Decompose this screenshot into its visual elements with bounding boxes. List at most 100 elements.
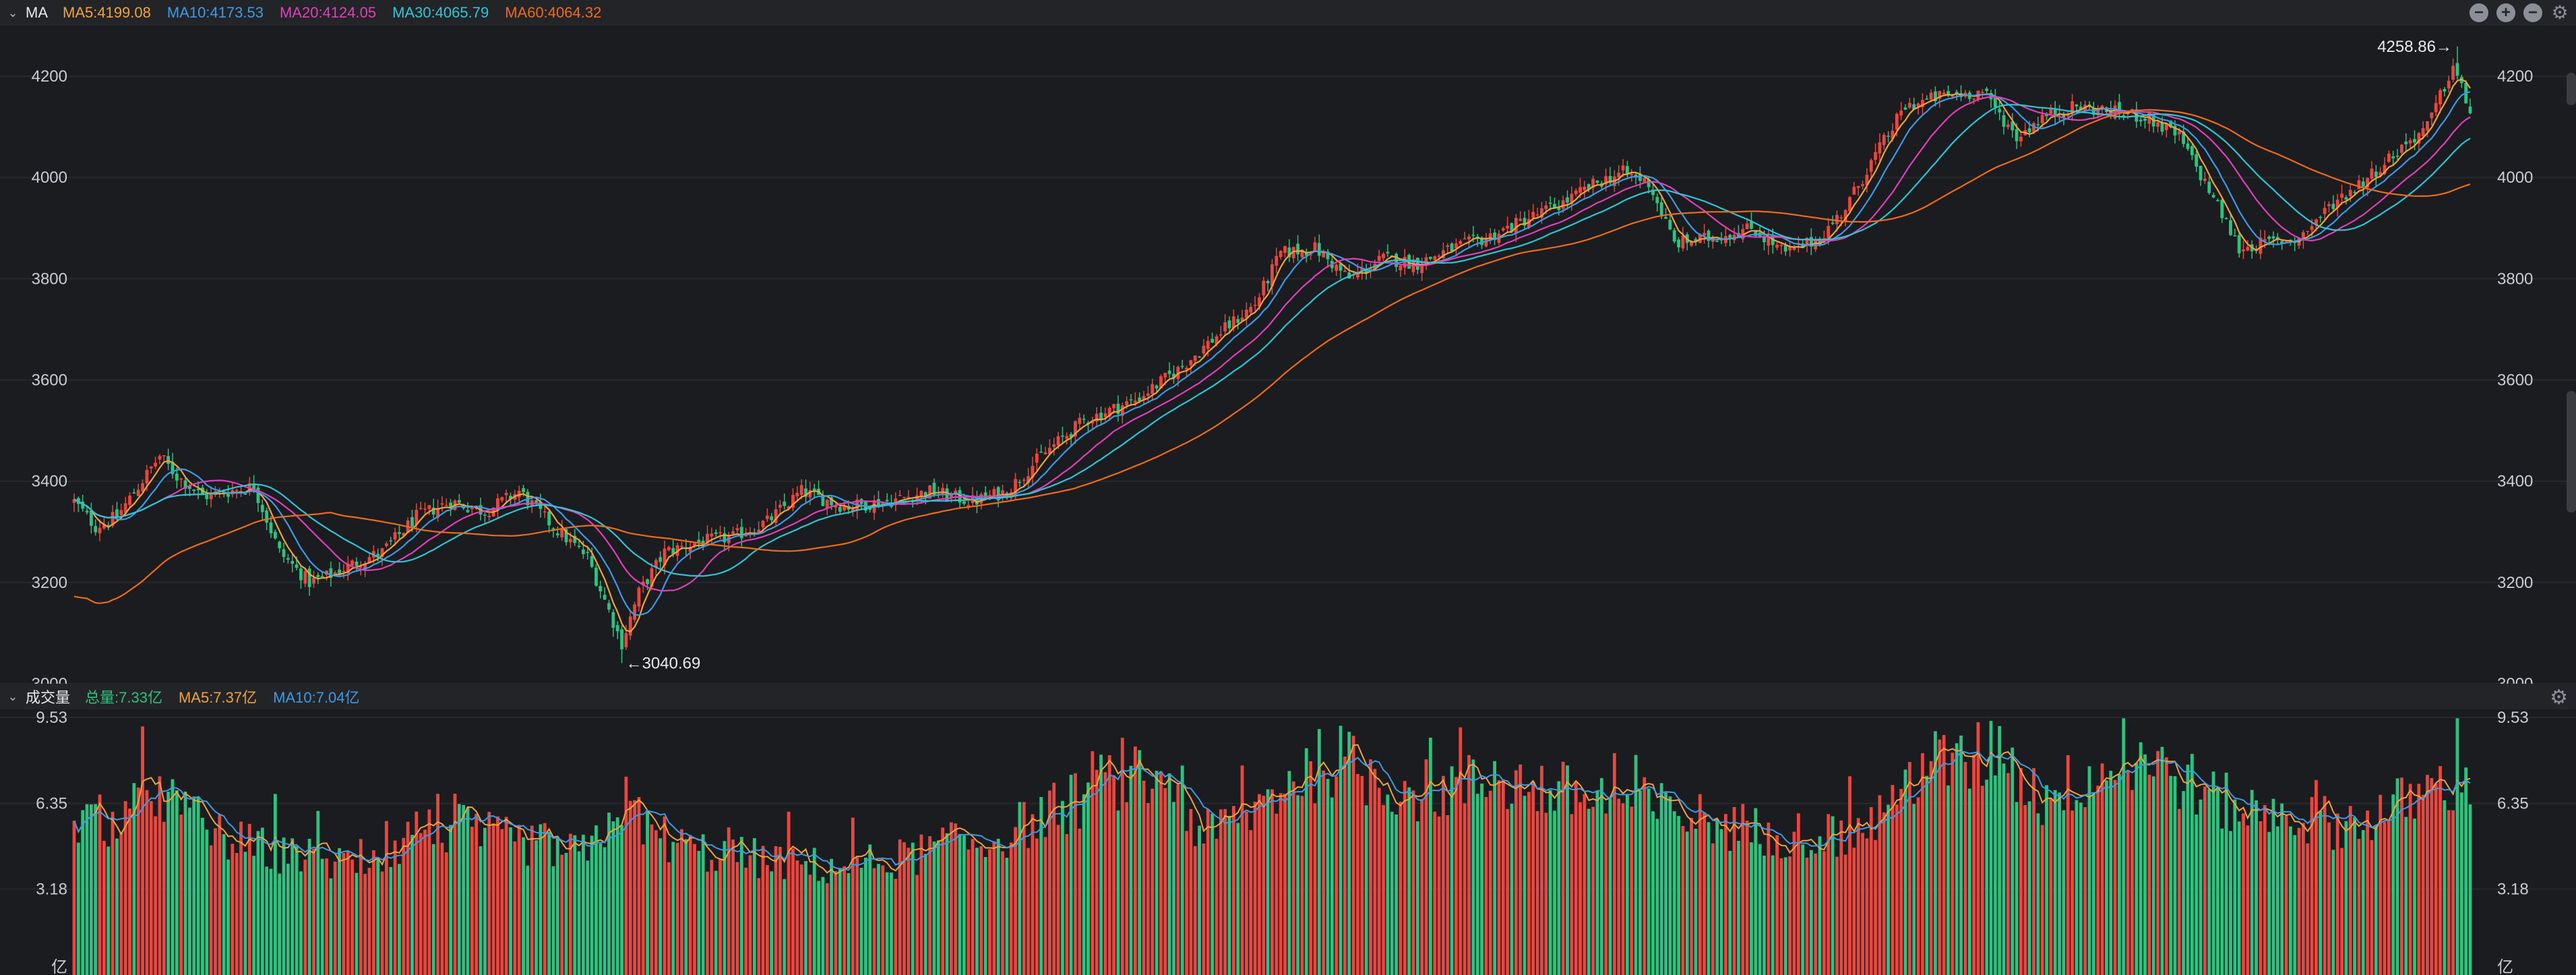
plus-circle-icon[interactable]: + bbox=[2496, 3, 2515, 22]
candle bbox=[393, 527, 397, 546]
collapse-chevron-icon[interactable]: ⌄ bbox=[7, 5, 18, 20]
volume-bar bbox=[1767, 822, 1771, 975]
candle bbox=[530, 496, 534, 513]
candle-body bbox=[342, 570, 346, 572]
candle-body bbox=[731, 531, 735, 535]
volume-ma5-line bbox=[73, 744, 2471, 875]
collapse-chevron-icon[interactable]: ⌄ bbox=[7, 689, 18, 703]
volume-bar bbox=[2391, 794, 2395, 975]
candle-body bbox=[628, 616, 632, 636]
volume-bar bbox=[1091, 751, 1095, 975]
candle-body bbox=[2186, 143, 2190, 149]
scrollbar-thumb[interactable] bbox=[2567, 73, 2576, 105]
volume-bar bbox=[1069, 775, 1073, 975]
candle-body bbox=[1236, 319, 1240, 323]
candle-body bbox=[885, 500, 889, 502]
candle-body bbox=[564, 529, 568, 542]
candle bbox=[1856, 185, 1860, 196]
volume-bar bbox=[427, 809, 431, 975]
candle-body bbox=[2267, 237, 2271, 239]
candle-body bbox=[2203, 179, 2207, 181]
candle-body bbox=[983, 492, 987, 499]
candle-body bbox=[1014, 479, 1018, 494]
candle-body bbox=[312, 578, 315, 584]
candle bbox=[1484, 233, 1488, 247]
candle bbox=[1869, 158, 1873, 178]
volume-bar bbox=[1711, 843, 1715, 975]
volume-bar bbox=[196, 796, 200, 975]
volume-bar bbox=[1557, 781, 1561, 975]
volume-bar bbox=[915, 875, 919, 975]
gear-icon[interactable]: ⚙ bbox=[2551, 2, 2569, 23]
volume-bar bbox=[1677, 816, 1680, 975]
candle bbox=[1210, 332, 1215, 343]
candle-body bbox=[1463, 238, 1467, 240]
volume-bar bbox=[1535, 810, 1539, 975]
minus-circle-icon[interactable]: − bbox=[2523, 3, 2542, 22]
candle-body bbox=[1275, 256, 1279, 266]
volume-bar bbox=[624, 776, 628, 975]
candle bbox=[247, 477, 251, 496]
volume-bar bbox=[526, 865, 530, 975]
volume-bar bbox=[385, 821, 388, 975]
candle-body bbox=[1938, 91, 1942, 99]
volume-bar bbox=[1377, 788, 1381, 975]
volume-bar bbox=[449, 825, 453, 975]
y-tick-label-right: 4000 bbox=[2497, 169, 2533, 187]
volume-bar bbox=[2156, 750, 2159, 975]
candle-body bbox=[637, 587, 641, 607]
volume-bar bbox=[136, 787, 140, 975]
volume-bar bbox=[2464, 767, 2468, 975]
candle-body bbox=[2036, 124, 2040, 125]
volume-bar bbox=[1074, 773, 1077, 975]
volume-bar bbox=[2280, 803, 2284, 975]
volume-bar bbox=[1497, 780, 1501, 975]
candle-body bbox=[594, 567, 598, 586]
minus-circle-icon[interactable]: − bbox=[2470, 3, 2488, 22]
candle-body bbox=[111, 512, 115, 526]
candle bbox=[171, 452, 175, 479]
gear-icon[interactable]: ⚙ bbox=[2550, 686, 2568, 709]
volume-bar bbox=[1732, 806, 1736, 975]
volume-bar bbox=[2049, 798, 2053, 975]
candle bbox=[1809, 228, 1813, 256]
candle bbox=[398, 525, 401, 541]
volume-bar bbox=[778, 847, 782, 975]
volume-bar bbox=[1544, 812, 1548, 975]
candle-body bbox=[1189, 360, 1193, 365]
candle-body bbox=[141, 483, 144, 492]
volume-bar bbox=[834, 870, 838, 975]
volume-bar bbox=[799, 864, 803, 975]
candle-body bbox=[1878, 142, 1882, 154]
candle-body bbox=[547, 511, 551, 526]
candle-body bbox=[1411, 260, 1415, 272]
y-tick-label-left: 9.53 bbox=[36, 709, 67, 727]
volume-bar bbox=[795, 860, 799, 975]
volume-bar bbox=[1172, 802, 1175, 975]
candle-body bbox=[449, 502, 453, 508]
volume-bar bbox=[599, 844, 603, 975]
candle-body bbox=[2173, 125, 2177, 136]
volume-bar bbox=[1775, 835, 1779, 975]
candle bbox=[98, 519, 102, 541]
volume-bar bbox=[1668, 796, 1672, 975]
candle bbox=[282, 543, 286, 563]
candle-body bbox=[1287, 247, 1291, 258]
scrollbar-thumb[interactable] bbox=[2567, 391, 2576, 512]
candle-body bbox=[1925, 98, 1929, 100]
candle bbox=[1874, 143, 1878, 165]
candle-body bbox=[115, 509, 119, 518]
volume-bar bbox=[1266, 789, 1270, 975]
candle-body bbox=[838, 506, 842, 512]
candle-body bbox=[470, 508, 474, 510]
candle-body bbox=[1638, 173, 1642, 181]
candle-body bbox=[338, 569, 342, 575]
volume-bar bbox=[2348, 806, 2352, 975]
candle-body bbox=[1921, 100, 1924, 107]
candle bbox=[2455, 46, 2459, 80]
volume-bar bbox=[1270, 789, 1274, 975]
candle bbox=[278, 540, 282, 553]
candle bbox=[76, 496, 80, 512]
candle-body bbox=[907, 496, 911, 500]
candle bbox=[744, 527, 748, 537]
